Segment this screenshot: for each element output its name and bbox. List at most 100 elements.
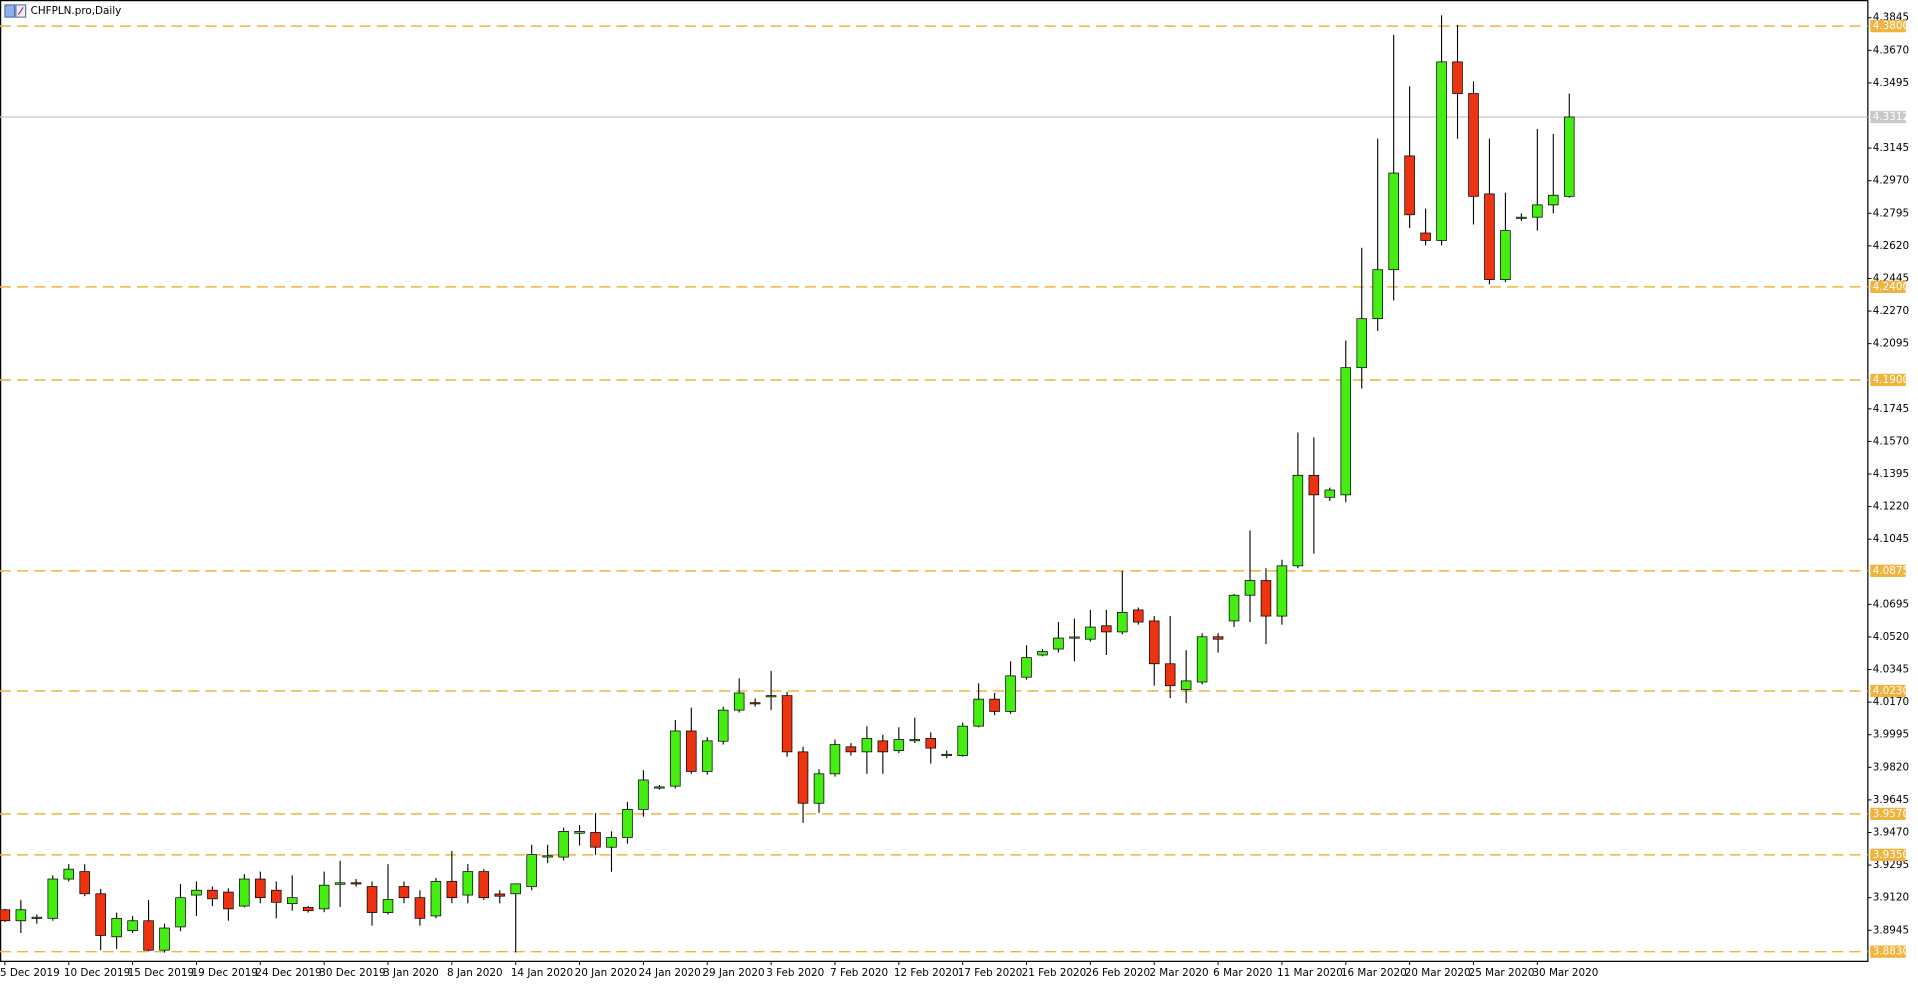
y-tick-label: 3.9645: [1873, 794, 1909, 806]
y-tick-label: 3.8945: [1873, 924, 1909, 936]
level-label: 3.9570: [1873, 808, 1909, 820]
level-label-bg: [1870, 373, 1906, 387]
candle-body: [271, 889, 282, 903]
candle-body: [1228, 594, 1240, 622]
x-tick-label: 25 Mar 2020: [1469, 967, 1535, 979]
x-tick-label: 30 Mar 2020: [1532, 967, 1598, 979]
x-tick-label: 19 Dec 2019: [192, 967, 258, 979]
levels: [0, 25, 1868, 953]
candle-body: [1133, 609, 1144, 623]
candle-body: [1468, 93, 1479, 197]
x-tick-label: 16 Mar 2020: [1341, 967, 1407, 979]
x-tick-label: 30 Dec 2019: [319, 967, 385, 979]
candle-body: [1548, 194, 1559, 206]
y-tick-label: 4.3495: [1873, 77, 1909, 89]
level-label-bg: [1870, 20, 1906, 33]
y-tick-label: 4.2795: [1873, 207, 1909, 219]
candle-body: [478, 871, 490, 899]
y-tick-label: 4.2620: [1873, 240, 1909, 252]
x-tick-label: 10 Dec 2019: [64, 967, 130, 979]
candle-body: [350, 882, 362, 885]
candle-body: [670, 730, 681, 787]
candle-body: [382, 899, 394, 913]
candle-body: [1260, 580, 1272, 617]
candle-body: [1117, 612, 1128, 633]
candle-body: [1053, 637, 1064, 650]
candle-body: [462, 871, 474, 896]
level-label: 4.2400: [1873, 281, 1909, 293]
candle-body: [733, 692, 745, 711]
candle-body: [1564, 116, 1575, 197]
candle-body: [1037, 651, 1048, 656]
candle-body: [510, 883, 521, 895]
candle-body: [47, 878, 59, 919]
candle-body: [622, 809, 633, 838]
candle-body: [414, 897, 426, 919]
chart-title: CHFPLN.pro,Daily: [31, 5, 122, 17]
candle-body: [1276, 565, 1288, 617]
y-tick-label: 3.9295: [1873, 859, 1909, 871]
x-tick-label: 21 Feb 2020: [1022, 967, 1087, 979]
candle-body: [494, 893, 506, 897]
candle-body: [366, 886, 378, 913]
candle-body: [1005, 675, 1016, 712]
candle-body: [845, 746, 857, 753]
candle-body: [207, 889, 218, 900]
candle-body: [686, 730, 697, 772]
x-tick-label: 6 Mar 2020: [1213, 967, 1272, 979]
candle-body: [973, 698, 984, 727]
candle-body: [1340, 367, 1352, 496]
candle-body: [159, 927, 170, 951]
y-tick-label: 4.0695: [1873, 598, 1909, 610]
candle-body: [1292, 474, 1304, 567]
candle-body: [909, 739, 921, 742]
y-tick-label: 4.2970: [1873, 175, 1909, 187]
candle-body: [286, 897, 298, 904]
x-tick-label: 5 Dec 2019: [0, 967, 60, 979]
candle-body: [15, 909, 27, 922]
candles: [0, 15, 1575, 953]
x-tick-label: 15 Dec 2019: [128, 967, 194, 979]
candle-body: [1212, 636, 1224, 640]
candle-body: [829, 744, 841, 775]
candle-body: [223, 891, 234, 910]
y-tick-label: 4.0170: [1873, 696, 1909, 708]
candle-body: [302, 906, 314, 912]
candle-body: [893, 739, 905, 751]
level-label: 4.1900: [1873, 374, 1909, 386]
x-tick-label: 24 Dec 2019: [255, 967, 321, 979]
candle-body: [1532, 204, 1543, 218]
candle-body: [1244, 580, 1256, 596]
y-tick-label: 4.1395: [1873, 468, 1909, 480]
candle-body: [781, 695, 793, 753]
candle-body: [1500, 230, 1511, 280]
candle-body: [1516, 216, 1527, 219]
y-tick-label: 4.0520: [1873, 631, 1909, 643]
x-tick-label: 20 Mar 2020: [1405, 967, 1471, 979]
level-label: 4.0230: [1873, 685, 1909, 697]
level-label: 4.3800: [1873, 20, 1909, 32]
candle-body: [398, 886, 410, 899]
candle-body: [63, 868, 75, 880]
x-tick-label: 29 Jan 2020: [702, 967, 764, 979]
candle-body: [1388, 172, 1399, 271]
level-label-bg: [1870, 848, 1906, 861]
x-tick-label: 14 Jan 2020: [511, 967, 573, 979]
y-tick-label: 3.9820: [1873, 761, 1909, 773]
y-tick-label: 4.0345: [1873, 664, 1909, 676]
y-tick-label: 4.1570: [1873, 435, 1909, 447]
y-tick-label: 4.1220: [1873, 501, 1909, 513]
level-label-bg: [1870, 807, 1906, 820]
candle-body: [191, 889, 202, 896]
level-label-bg: [1870, 564, 1906, 577]
candle-body: [1420, 232, 1431, 241]
plot-frame: [0, 0, 1869, 962]
candle-body: [0, 909, 11, 922]
candle-body: [813, 773, 825, 804]
candle-body: [1372, 269, 1383, 320]
candle-body: [590, 832, 601, 848]
x-tick-label: 24 Jan 2020: [639, 967, 701, 979]
level-label: 4.0875: [1873, 565, 1909, 577]
candle-body: [702, 740, 713, 772]
